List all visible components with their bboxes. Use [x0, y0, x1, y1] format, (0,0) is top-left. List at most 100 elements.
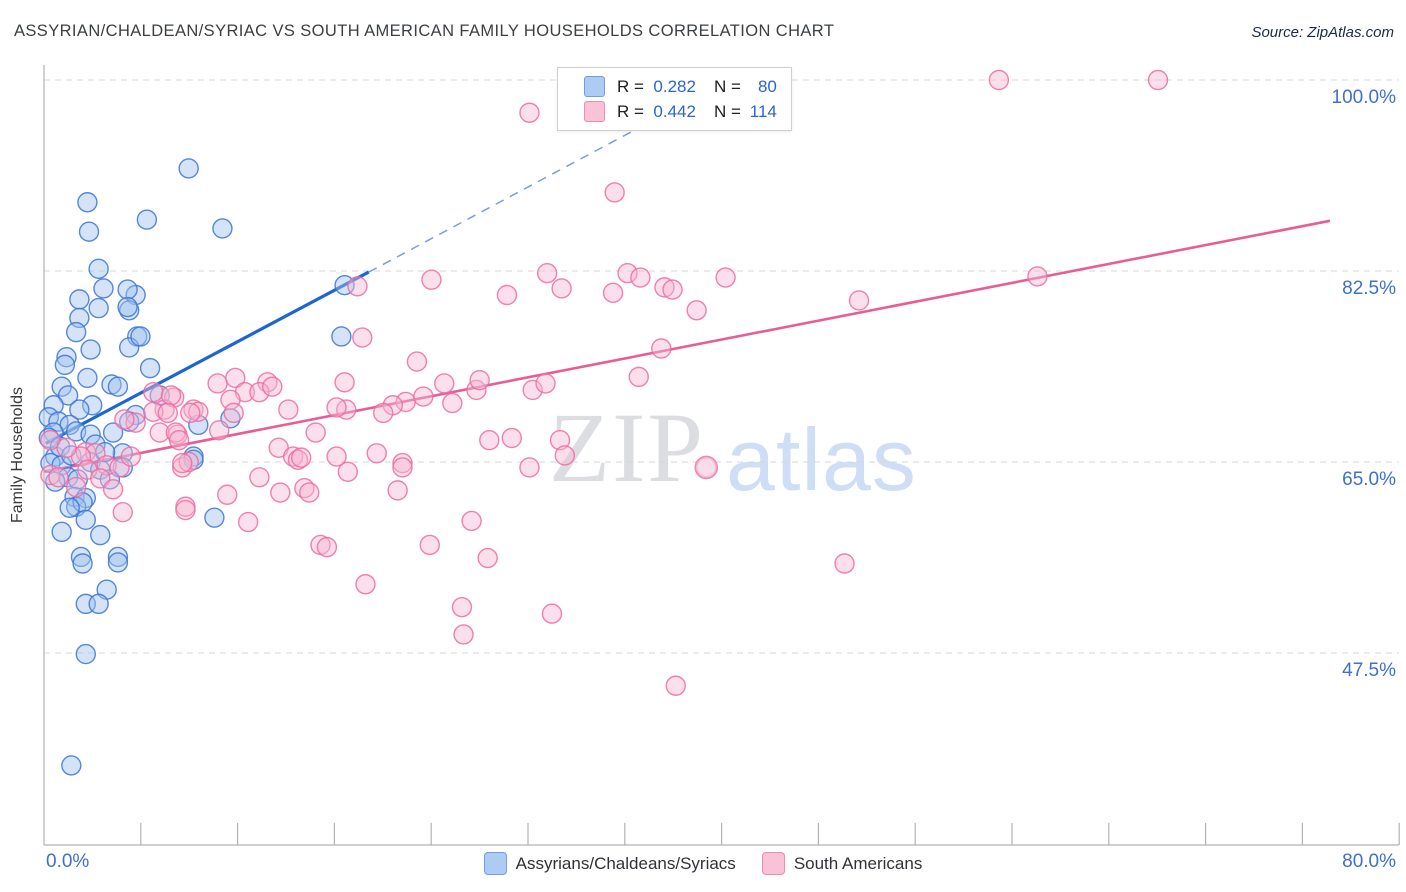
data-point-pink [628, 366, 649, 388]
data-point-blue [48, 411, 69, 432]
data-point-pink [249, 381, 270, 403]
data-point-pink [337, 461, 359, 483]
y-tick-label: 47.5% [1342, 660, 1396, 681]
data-point-pink [387, 480, 408, 501]
data-point-pink [178, 451, 199, 473]
data-point-blue [139, 357, 161, 379]
data-point-pink [352, 327, 373, 348]
data-point-pink [602, 282, 624, 304]
data-point-blue [107, 552, 129, 573]
blue-swatch-icon [584, 76, 605, 97]
pink-swatch-icon [761, 852, 785, 875]
data-point-pink [291, 447, 312, 468]
data-point-pink [102, 479, 124, 500]
data-point-pink [419, 534, 440, 556]
data-point-pink [316, 536, 338, 558]
y-tick-label: 65.0% [1342, 469, 1396, 490]
data-point-blue [69, 289, 90, 310]
source-credit: Source: ZipAtlas.com [1251, 24, 1394, 41]
data-point-pink [40, 464, 61, 486]
data-point-pink [477, 547, 498, 569]
n-value: 80 [757, 76, 777, 96]
data-point-pink [188, 401, 209, 422]
data-point-pink [48, 467, 69, 488]
watermark-dot-icon [694, 455, 719, 480]
r-label: R = [617, 76, 644, 96]
data-point-pink [541, 603, 563, 624]
data-point-blue [118, 300, 140, 321]
data-point-pink [347, 276, 368, 297]
data-point-pink [654, 277, 675, 298]
data-point-blue [107, 376, 129, 397]
data-point-blue [80, 339, 101, 360]
data-point-blue [93, 278, 114, 299]
data-point-pink [175, 499, 196, 521]
data-point-pink [305, 422, 326, 443]
data-point-pink [501, 427, 522, 449]
data-point-pink [65, 476, 87, 498]
data-point-pink [237, 511, 259, 533]
legend-item-label: Assyrians/Chaldeans/Syriacs [515, 853, 736, 873]
x-tick-label: 80.0% [1342, 851, 1396, 872]
data-point-pink [112, 502, 133, 523]
data-point-pink [469, 369, 490, 391]
data-point-pink [421, 269, 442, 290]
data-point-pink [1027, 266, 1048, 287]
data-point-blue [130, 326, 151, 347]
legend-item-pink: South Americans [761, 852, 922, 875]
r-value: 0.282 [653, 76, 696, 96]
data-point-pink [209, 420, 230, 441]
data-point-pink [114, 409, 135, 430]
data-point-pink [442, 392, 463, 414]
data-point-blue [70, 546, 92, 568]
data-point-blue [43, 395, 64, 416]
data-point-blue [212, 218, 233, 239]
data-point-blue [204, 507, 225, 528]
correlation-legend-box: R = 0.282 N = 80 R = 0.442 N = 114 [557, 67, 792, 131]
data-point-blue [82, 395, 103, 416]
data-point-pink [662, 279, 683, 300]
legend-stat-row: R = 0.442 N = 114 [584, 101, 777, 122]
data-point-pink [434, 373, 455, 394]
data-point-pink [715, 267, 736, 288]
data-point-pink [160, 385, 182, 406]
data-point-blue [57, 385, 79, 406]
data-point-pink [278, 399, 299, 420]
pink-swatch-icon [584, 101, 605, 122]
data-point-blue [69, 399, 90, 420]
data-point-pink [604, 182, 625, 203]
data-point-pink [172, 452, 193, 474]
data-point-pink [96, 455, 117, 476]
data-point-pink [848, 290, 870, 311]
n-value: 114 [749, 101, 777, 121]
data-point-pink [519, 102, 540, 123]
data-point-pink [413, 386, 434, 407]
data-point-pink [1147, 69, 1169, 91]
data-point-blue [102, 422, 124, 443]
data-point-pink [120, 446, 142, 467]
data-point-pink [665, 675, 686, 696]
data-point-pink [180, 402, 201, 424]
data-point-pink [392, 457, 413, 478]
data-point-pink [366, 443, 387, 464]
data-point-blue [88, 593, 109, 615]
data-point-blue [331, 326, 352, 347]
y-tick-label: 82.5% [1342, 278, 1396, 299]
data-point-pink [223, 402, 244, 424]
data-point-pink [217, 484, 238, 505]
data-point-blue [77, 367, 98, 389]
data-point-blue [88, 258, 109, 280]
data-point-blue [136, 209, 158, 230]
data-point-blue [56, 347, 77, 368]
data-point-pink [249, 467, 270, 488]
data-point-pink [451, 596, 473, 618]
data-point-pink [287, 449, 309, 471]
pink-trend-line [43, 219, 1331, 474]
legend-stat-row: R = 0.282 N = 80 [584, 76, 777, 97]
data-point-pink [551, 278, 572, 299]
data-point-blue [72, 553, 93, 574]
data-point-blue [78, 221, 100, 242]
r-label: R = [617, 101, 644, 121]
watermark-zip: ZIP [549, 392, 705, 503]
data-point-blue [61, 755, 82, 776]
